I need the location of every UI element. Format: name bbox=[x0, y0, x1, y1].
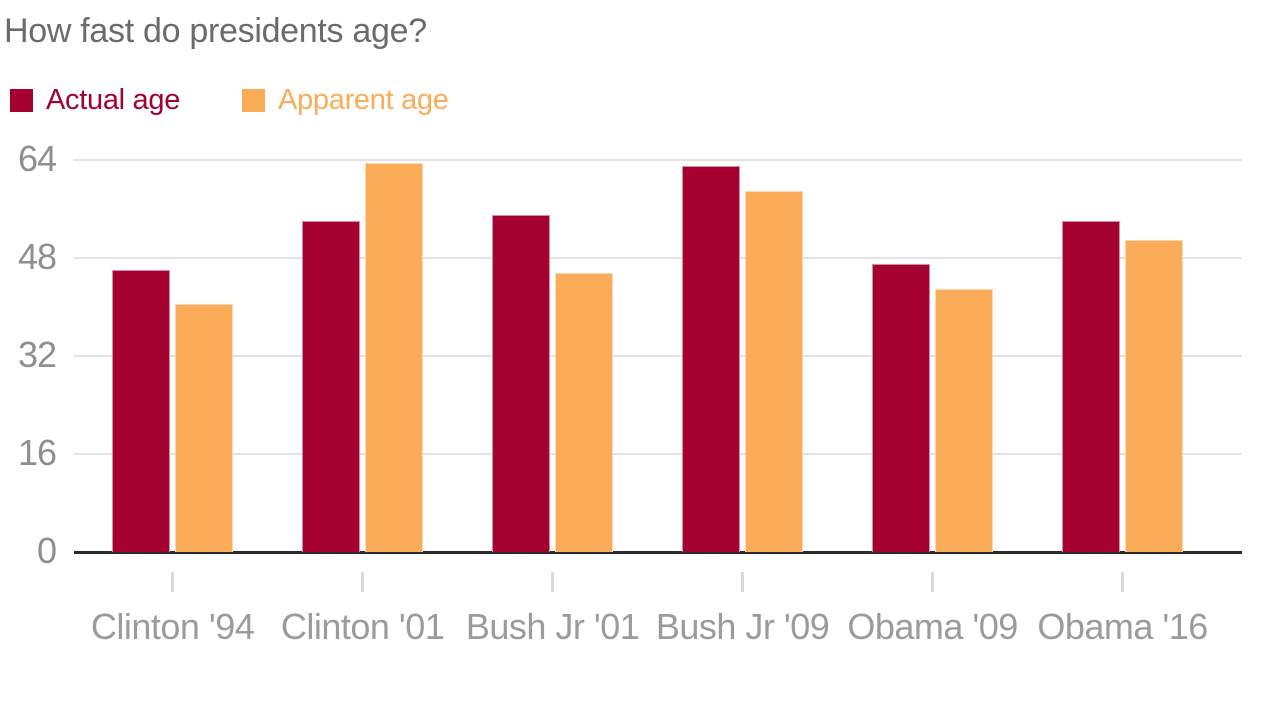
legend: Actual age Apparent age bbox=[10, 84, 449, 117]
x-axis-label: Clinton '94 bbox=[90, 606, 255, 647]
y-axis-label: 16 bbox=[17, 432, 57, 474]
bar-actual-age bbox=[492, 215, 551, 552]
bar-actual-age bbox=[1062, 221, 1121, 552]
x-axis-tick bbox=[931, 572, 935, 592]
actual-age-swatch-icon bbox=[10, 89, 33, 112]
legend-label-apparent-age: Apparent age bbox=[278, 84, 449, 116]
apparent-age-swatch-icon bbox=[242, 89, 266, 112]
x-axis-tick bbox=[741, 572, 745, 592]
bar-apparent-age bbox=[745, 190, 804, 552]
bar-actual-age bbox=[682, 166, 741, 552]
legend-label-actual-age: Actual age bbox=[46, 84, 181, 116]
x-axis-tick bbox=[1121, 572, 1125, 592]
grid-line bbox=[74, 257, 1242, 259]
x-axis-label: Obama '16 bbox=[1037, 606, 1208, 647]
legend-item-apparent-age: Apparent age bbox=[242, 84, 449, 117]
grid-line bbox=[74, 453, 1242, 455]
x-axis-tick bbox=[361, 572, 365, 592]
grid-line bbox=[74, 355, 1242, 357]
y-axis-label: 64 bbox=[17, 138, 57, 180]
y-axis-label: 0 bbox=[36, 530, 57, 572]
bar-apparent-age bbox=[555, 273, 614, 552]
bar-actual-age bbox=[112, 270, 171, 552]
bar-apparent-age bbox=[175, 303, 234, 552]
x-axis-tick bbox=[551, 572, 555, 592]
x-axis-baseline bbox=[74, 551, 1242, 554]
x-axis-label: Bush Jr '09 bbox=[655, 606, 830, 647]
y-axis-label: 32 bbox=[17, 334, 57, 376]
grid-line bbox=[74, 159, 1242, 161]
x-axis-label: Obama '09 bbox=[847, 606, 1018, 647]
legend-item-actual-age: Actual age bbox=[10, 84, 180, 117]
bar-apparent-age bbox=[935, 288, 994, 552]
x-axis-label: Bush Jr '01 bbox=[465, 606, 640, 647]
y-axis-label: 48 bbox=[17, 236, 57, 278]
bar-apparent-age bbox=[1125, 239, 1184, 552]
bar-actual-age bbox=[302, 221, 361, 552]
x-axis-tick bbox=[171, 572, 175, 592]
bar-actual-age bbox=[872, 264, 931, 552]
chart-title: How fast do presidents age? bbox=[4, 12, 427, 50]
bar-apparent-age bbox=[365, 163, 424, 552]
x-axis-label: Clinton '01 bbox=[280, 606, 445, 647]
